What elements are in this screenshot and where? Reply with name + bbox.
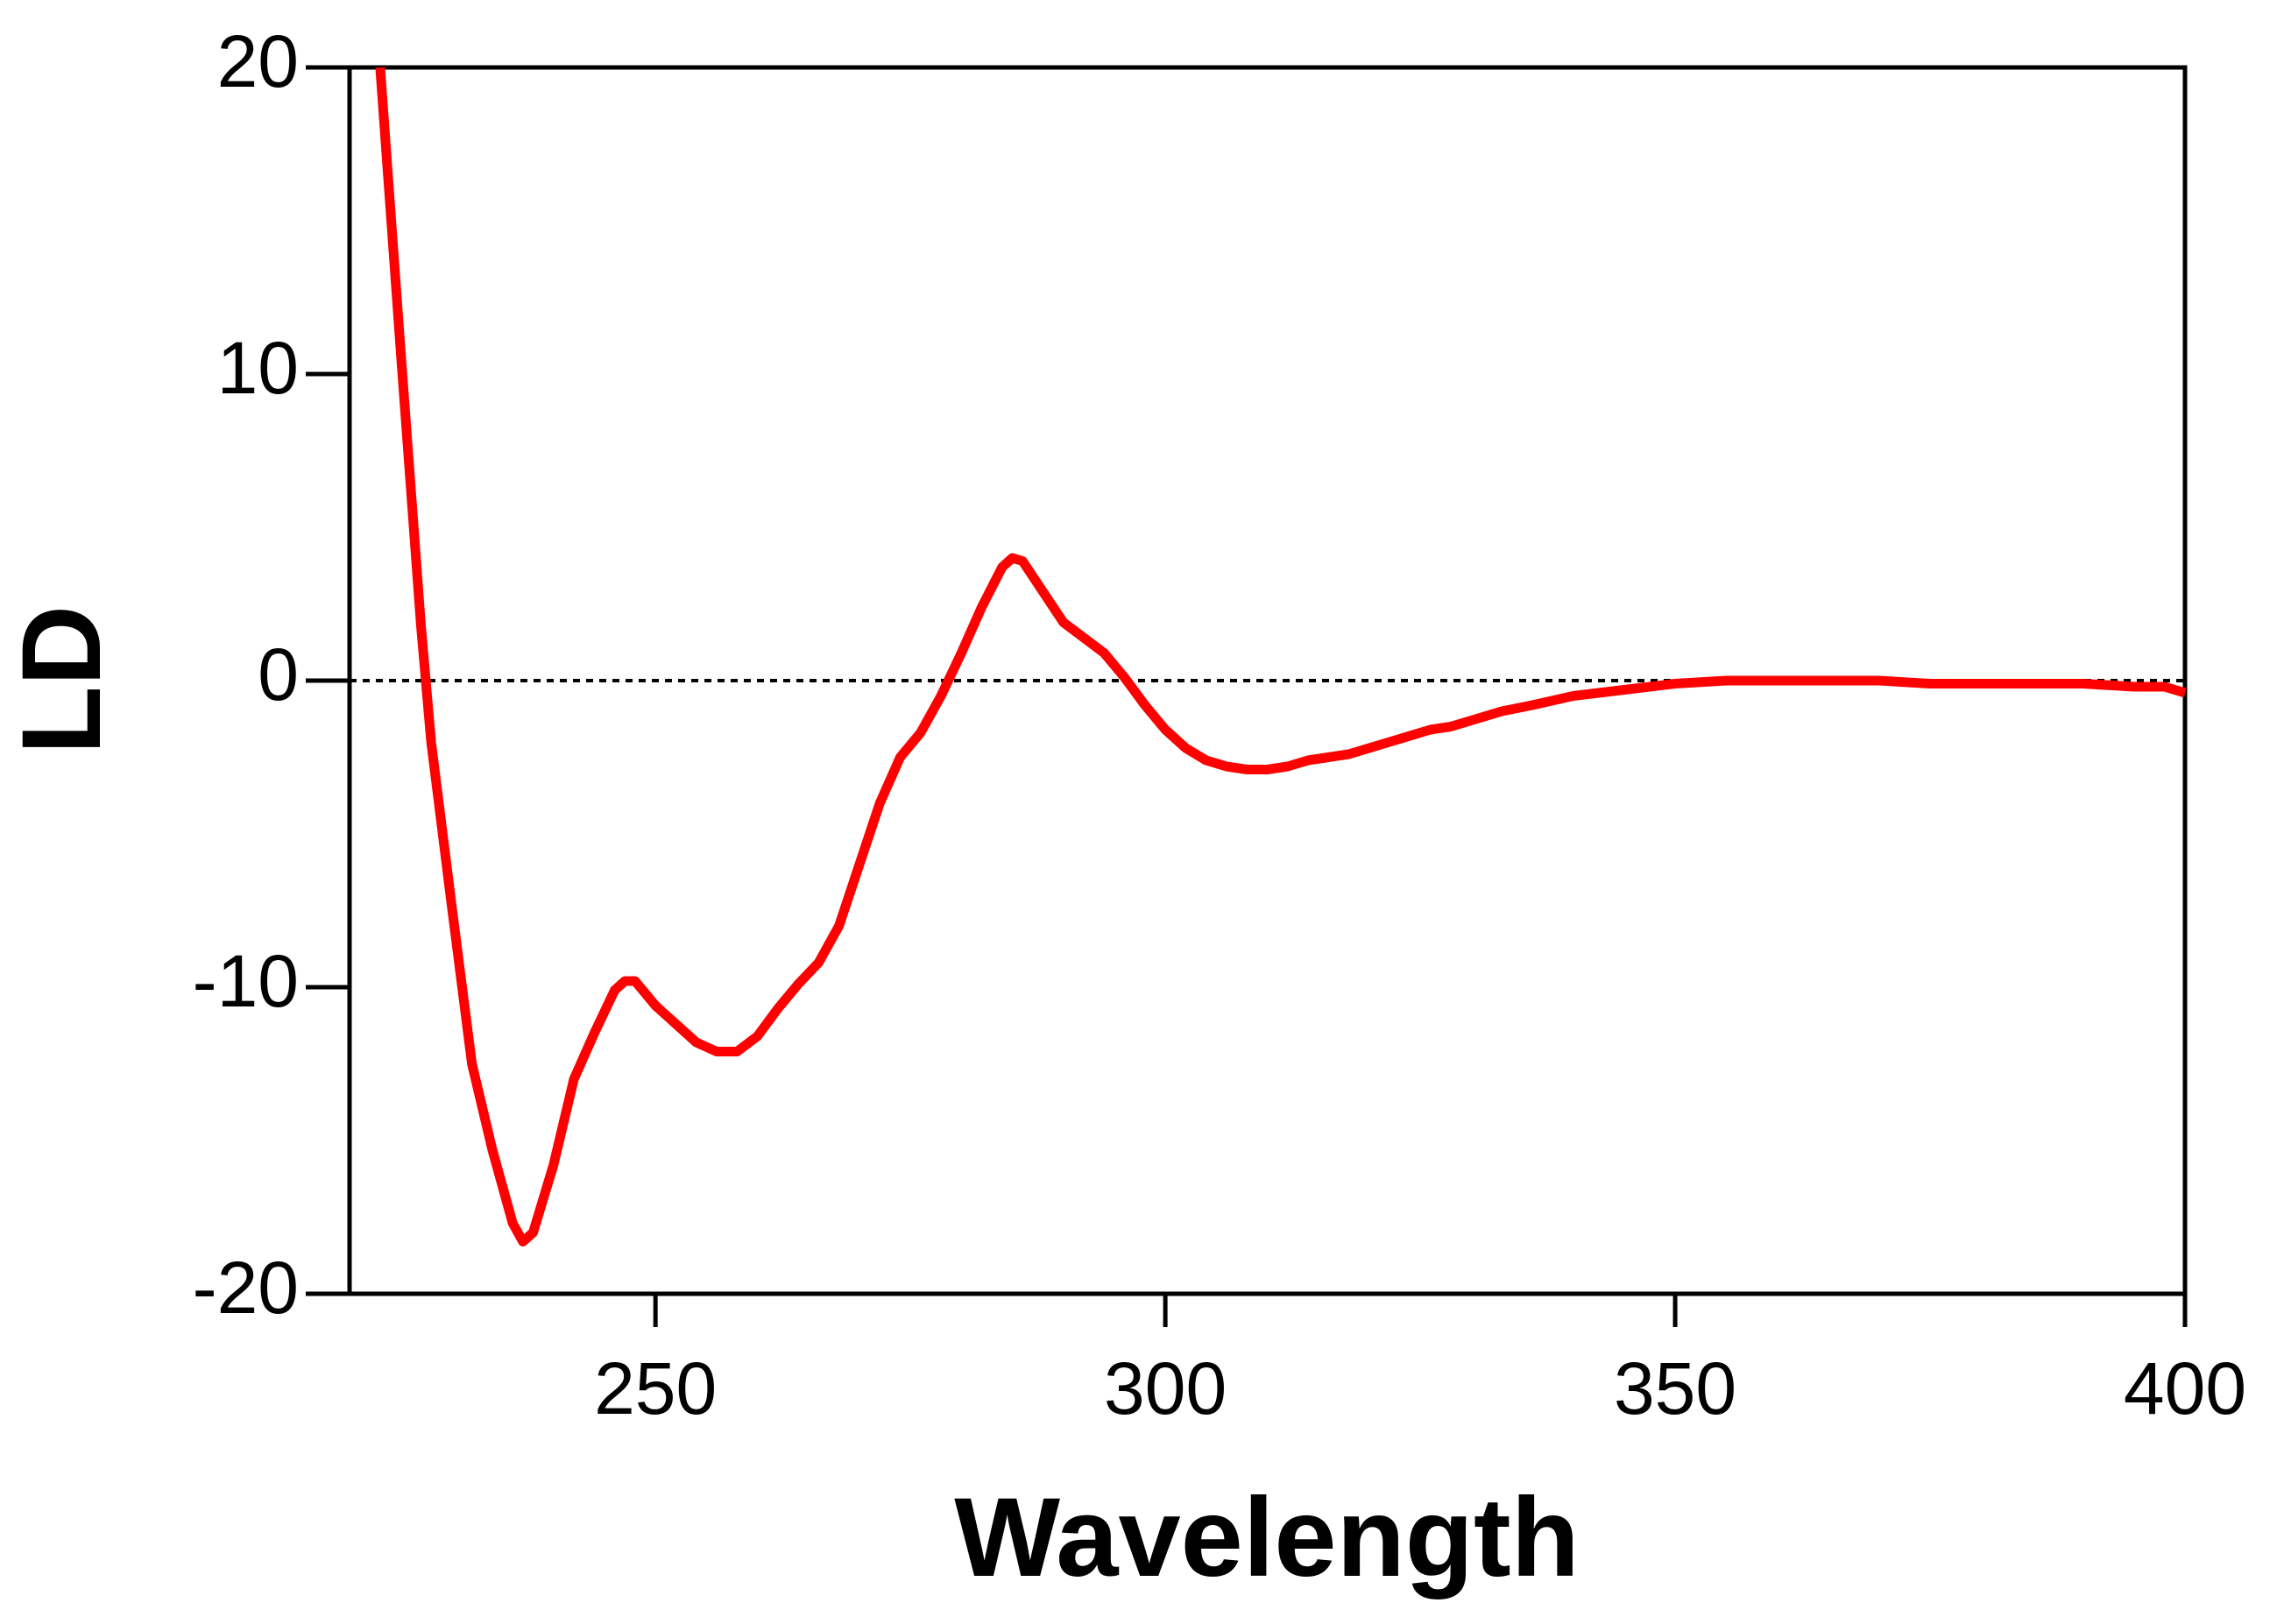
x-tick-label: 400: [2124, 1347, 2246, 1430]
y-tick-label: 20: [217, 20, 299, 102]
y-tick-label: -20: [193, 1246, 299, 1329]
y-axis-label: LD: [0, 605, 124, 755]
x-tick-label: 300: [1104, 1347, 1227, 1430]
y-tick-label: 10: [217, 327, 299, 409]
y-tick-label: -10: [193, 940, 299, 1022]
x-tick-label: 250: [594, 1347, 717, 1430]
x-tick-label: 350: [1614, 1347, 1736, 1430]
x-axis-label: Wavelength: [954, 1475, 1580, 1600]
data-line: [375, 67, 2187, 1246]
y-tick-label: 0: [258, 633, 299, 716]
